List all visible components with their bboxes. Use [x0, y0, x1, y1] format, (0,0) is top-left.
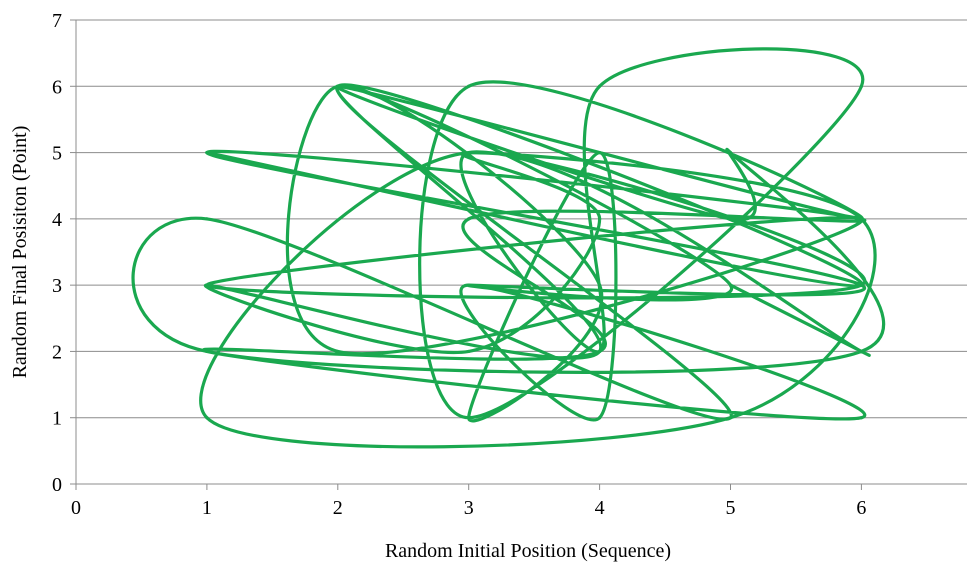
series-line-0 — [131, 47, 886, 449]
data-point-37 — [598, 349, 602, 354]
data-point-42 — [859, 217, 864, 221]
tick-labels: 0 1 2 3 4 5 6 7 0 1 2 3 4 5 6 — [52, 10, 866, 519]
y-tick-label: 7 — [52, 10, 62, 32]
x-tick-label: 4 — [595, 497, 605, 519]
data-point-28 — [205, 349, 209, 354]
data-point-27 — [859, 416, 864, 420]
x-axis-title: Random Initial Position (Sequence) — [385, 540, 671, 562]
data-point-7 — [728, 150, 733, 155]
data-point-33 — [859, 283, 864, 287]
data-point-11 — [467, 84, 471, 88]
y-tick-label: 5 — [52, 143, 62, 165]
data-point-32 — [205, 150, 209, 155]
y-tick-label: 6 — [52, 76, 62, 98]
data-point-13 — [859, 84, 864, 88]
data-point-22 — [598, 283, 602, 287]
data-point-38 — [205, 283, 209, 287]
series-layer — [131, 47, 886, 449]
data-point-14 — [598, 84, 602, 88]
data-point-20 — [336, 349, 340, 354]
data-point-45 — [467, 150, 471, 155]
data-point-23 — [467, 416, 471, 420]
y-axis-title: Random Final Posisiton (Point) — [9, 126, 31, 379]
data-point-8 — [728, 217, 733, 221]
data-point-44 — [205, 416, 209, 420]
x-tick-label: 1 — [202, 497, 212, 519]
x-tick-label: 2 — [333, 497, 343, 519]
y-tick-label: 4 — [52, 209, 62, 231]
data-point-39 — [467, 349, 471, 354]
data-point-25 — [598, 416, 602, 420]
x-tick-label: 6 — [856, 497, 866, 519]
x-tick-label: 0 — [71, 497, 81, 519]
data-point-30 — [467, 217, 471, 221]
data-point-36 — [336, 84, 340, 88]
data-point-46 — [859, 349, 864, 354]
data-point-47 — [728, 283, 733, 287]
y-tick-label: 0 — [52, 474, 62, 496]
data-point-43 — [728, 416, 733, 420]
y-tick-label: 2 — [52, 341, 62, 363]
y-tick-label: 3 — [52, 275, 62, 297]
data-point-4 — [205, 217, 209, 221]
x-tick-label: 5 — [726, 497, 736, 519]
data-point-34 — [467, 283, 471, 287]
x-tick-label: 3 — [464, 497, 474, 519]
data-point-40 — [598, 217, 602, 221]
axes — [70, 19, 967, 490]
data-point-24 — [598, 150, 602, 155]
y-tick-label: 1 — [52, 408, 62, 430]
